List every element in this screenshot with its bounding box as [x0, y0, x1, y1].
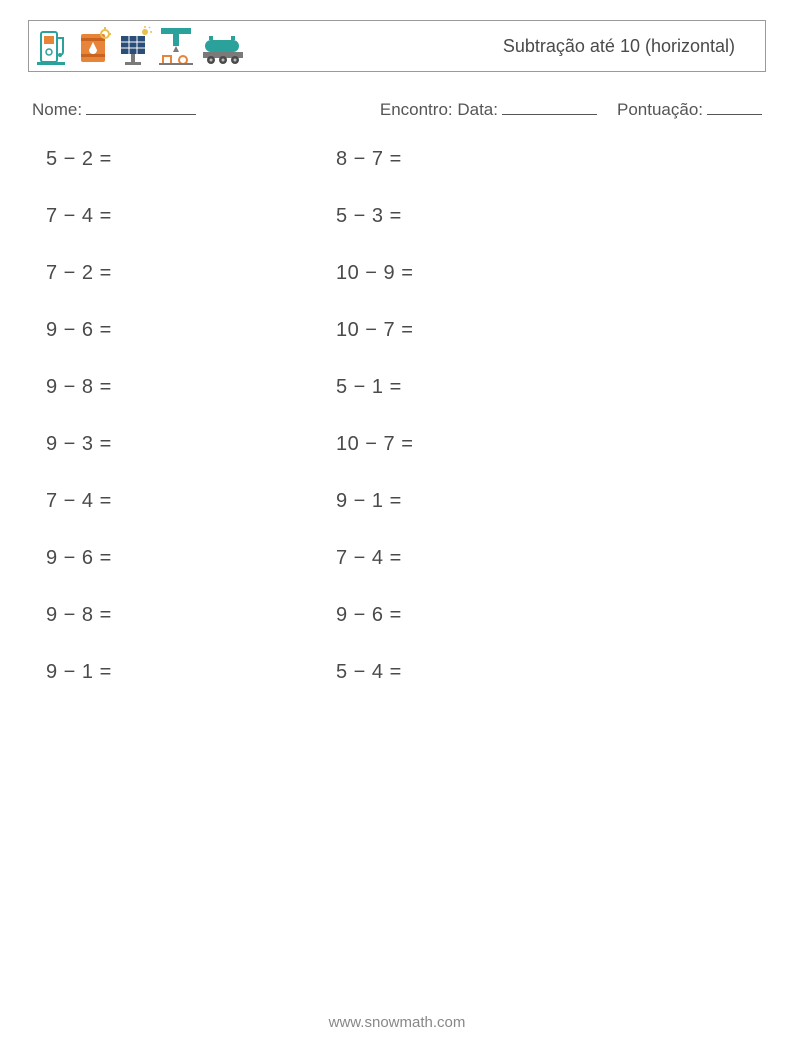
problem: 7 − 4 =: [336, 547, 626, 570]
name-label: Nome:: [32, 100, 82, 120]
problem: 5 − 4 =: [336, 661, 626, 684]
problem: 7 − 4 =: [46, 205, 336, 228]
problem: 9 − 8 =: [46, 604, 336, 627]
problem: 10 − 7 =: [336, 319, 626, 342]
footer-url: www.snowmath.com: [0, 1014, 794, 1031]
date-blank[interactable]: [502, 96, 597, 115]
tanker-icon: [201, 26, 245, 66]
problem: 5 − 2 =: [46, 148, 336, 171]
score-label: Pontuação:: [617, 100, 703, 120]
problem: 5 − 1 =: [336, 376, 626, 399]
problem: 9 − 8 =: [46, 376, 336, 399]
info-line: Nome: Encontro: Data: Pontuação:: [28, 96, 766, 120]
worksheet-page: Subtração até 10 (horizontal) Nome: Enco…: [0, 0, 794, 684]
problem: 9 − 6 =: [46, 319, 336, 342]
problems-grid: 5 − 2 = 7 − 4 = 7 − 2 = 9 − 6 = 9 − 8 = …: [28, 148, 766, 684]
problem: 8 − 7 =: [336, 148, 626, 171]
solar-panel-icon: [117, 26, 153, 66]
gas-pump-icon: [35, 26, 69, 66]
problem: 7 − 4 =: [46, 490, 336, 513]
problem: 9 − 6 =: [46, 547, 336, 570]
worksheet-title: Subtração até 10 (horizontal): [503, 36, 735, 57]
name-blank[interactable]: [86, 96, 196, 115]
problem: 5 − 3 =: [336, 205, 626, 228]
drill-press-icon: [159, 26, 195, 66]
header-icons: [35, 26, 245, 66]
problems-col-1: 5 − 2 = 7 − 4 = 7 − 2 = 9 − 6 = 9 − 8 = …: [46, 148, 336, 684]
problems-col-2: 8 − 7 = 5 − 3 = 10 − 9 = 10 − 7 = 5 − 1 …: [336, 148, 626, 684]
problem: 10 − 9 =: [336, 262, 626, 285]
problem: 9 − 1 =: [336, 490, 626, 513]
problem: 7 − 2 =: [46, 262, 336, 285]
encounter-label: Encontro: Data:: [380, 100, 498, 120]
problem: 9 − 6 =: [336, 604, 626, 627]
score-blank[interactable]: [707, 96, 762, 115]
problem: 9 − 3 =: [46, 433, 336, 456]
header-box: Subtração até 10 (horizontal): [28, 20, 766, 72]
problem: 9 − 1 =: [46, 661, 336, 684]
problem: 10 − 7 =: [336, 433, 626, 456]
oil-barrel-icon: [75, 26, 111, 66]
